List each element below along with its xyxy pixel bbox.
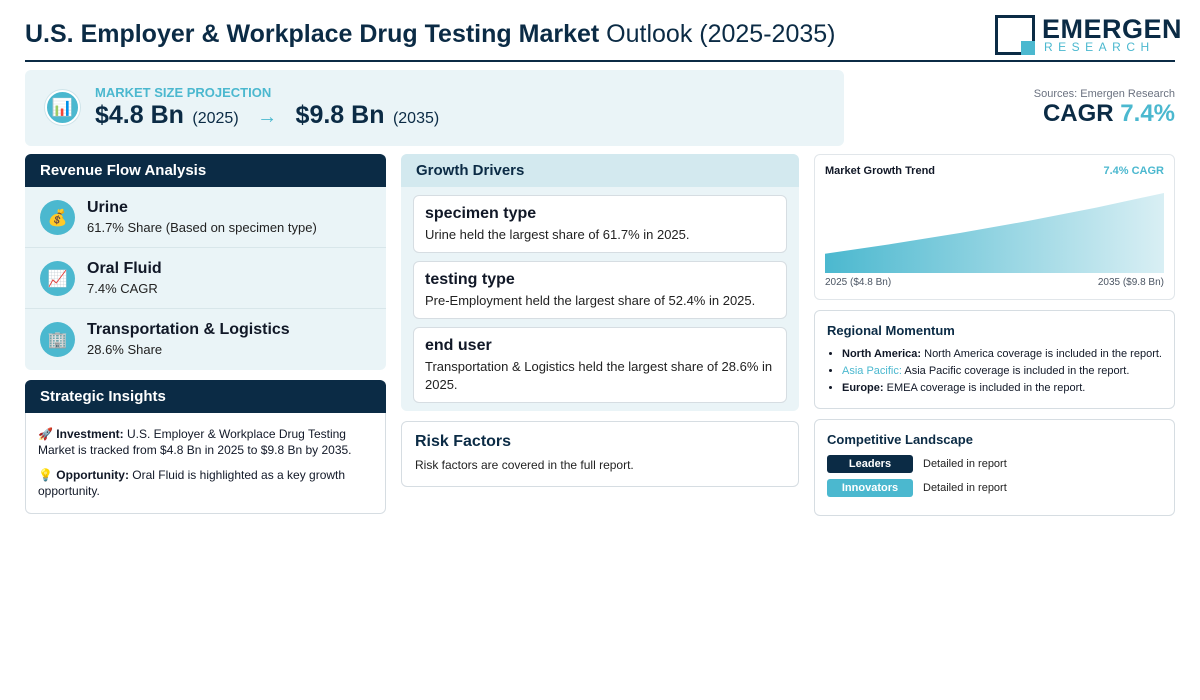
- trend-chart-icon: 📈: [40, 261, 75, 296]
- driver-text: Transportation & Logistics held the larg…: [425, 359, 773, 392]
- growth-drivers-title: Growth Drivers: [401, 154, 799, 187]
- revenue-item-detail: 7.4% CAGR: [87, 281, 158, 296]
- driver-card: end user Transportation & Logistics held…: [413, 327, 787, 403]
- logo-subtitle: RESEARCH: [1044, 40, 1155, 54]
- revenue-item-name: Transportation & Logistics: [87, 321, 290, 338]
- region-item: Europe: EMEA coverage is included in the…: [842, 382, 1172, 395]
- innovators-badge: Innovators: [827, 479, 913, 497]
- regional-momentum-title: Regional Momentum: [827, 323, 955, 338]
- page-title: U.S. Employer & Workplace Drug Testing M…: [25, 20, 835, 49]
- region-name: North America:: [842, 348, 922, 360]
- trend-cagr: 7.4% CAGR: [1103, 165, 1164, 177]
- arrow-right-icon: →: [257, 106, 278, 128]
- region-name: Asia Pacific:: [842, 365, 902, 377]
- risk-factors-title: Risk Factors: [415, 433, 512, 450]
- strategic-insights-body: 🚀 Investment: U.S. Employer & Workplace …: [26, 413, 385, 499]
- start-year: (2025): [192, 110, 239, 127]
- sources-note: Sources: Emergen Research: [1033, 88, 1175, 100]
- driver-text: Urine held the largest share of 61.7% in…: [425, 227, 690, 242]
- end-value: $9.8 Bn: [295, 101, 385, 129]
- revenue-item-detail: 61.7% Share (Based on specimen type): [87, 220, 317, 235]
- investment-text: U.S. Employer & Workplace Drug Testing M…: [38, 427, 352, 457]
- driver-heading: specimen type: [425, 205, 537, 222]
- region-name: Europe:: [842, 382, 884, 394]
- bar-chart-icon: 📊: [45, 90, 80, 125]
- region-text: Asia Pacific coverage is included in the…: [904, 365, 1130, 377]
- revenue-flow-panel: Revenue Flow Analysis 💰 Urine 61.7% Shar…: [25, 154, 386, 370]
- opportunity-label: Opportunity:: [56, 468, 129, 482]
- investment-insight: 🚀 Investment: U.S. Employer & Workplace …: [38, 426, 373, 458]
- emergen-logo: EMERGEN RESEARCH: [995, 14, 1182, 56]
- growth-drivers-panel: Growth Drivers specimen type Urine held …: [401, 154, 799, 411]
- title-bold: U.S. Employer & Workplace Drug Testing M…: [25, 20, 600, 48]
- rocket-icon: 🚀: [38, 427, 53, 441]
- innovators-description: Detailed in report: [923, 482, 1007, 494]
- driver-heading: end user: [425, 337, 492, 354]
- trend-start-label: 2025 ($4.8 Bn): [825, 277, 892, 288]
- cagr-value: 7.4%: [1120, 100, 1175, 127]
- cagr-label: CAGR: [1042, 100, 1114, 127]
- revenue-item-name: Urine: [87, 199, 128, 216]
- logo-mark-icon: [995, 15, 1035, 55]
- region-item: North America: North America coverage is…: [842, 348, 1172, 361]
- region-text: EMEA coverage is included in the report.: [886, 382, 1086, 394]
- growth-area-series: [825, 193, 1164, 273]
- growth-area-chart: [825, 193, 1164, 273]
- revenue-item: 🏢 Transportation & Logistics 28.6% Share: [25, 309, 386, 370]
- lightbulb-icon: 💡: [38, 468, 53, 482]
- trend-title: Market Growth Trend: [825, 165, 936, 177]
- strategic-insights-panel: Strategic Insights 🚀 Investment: U.S. Em…: [25, 380, 386, 514]
- driver-card: specimen type Urine held the largest sha…: [413, 195, 787, 253]
- regional-momentum-panel: Regional Momentum North America: North A…: [814, 310, 1175, 409]
- driver-card: testing type Pre-Employment held the lar…: [413, 261, 787, 319]
- trend-end-label: 2035 ($9.8 Bn): [1097, 277, 1164, 288]
- competitive-landscape-title: Competitive Landscape: [827, 432, 973, 447]
- title-light: Outlook (2025-2035): [606, 20, 836, 48]
- region-item: Asia Pacific: Asia Pacific coverage is i…: [842, 365, 1172, 378]
- projection-values: $4.8 Bn (2025) → $9.8 Bn (2035): [95, 101, 439, 130]
- revenue-flow-title: Revenue Flow Analysis: [25, 154, 386, 187]
- logo-name: EMERGEN: [1042, 14, 1183, 44]
- risk-factors-text: Risk factors are covered in the full rep…: [415, 458, 634, 472]
- opportunity-insight: 💡 Opportunity: Oral Fluid is highlighted…: [38, 467, 373, 499]
- region-text: North America coverage is included in th…: [924, 348, 1162, 360]
- revenue-item-detail: 28.6% Share: [87, 342, 163, 357]
- leaders-description: Detailed in report: [923, 458, 1007, 470]
- risk-factors-panel: Risk Factors Risk factors are covered in…: [401, 421, 799, 487]
- driver-text: Pre-Employment held the largest share of…: [425, 293, 756, 308]
- revenue-item-name: Oral Fluid: [87, 260, 162, 277]
- driver-heading: testing type: [425, 271, 515, 288]
- leaders-badge: Leaders: [827, 455, 913, 473]
- money-bag-icon: 💰: [40, 200, 75, 235]
- investment-label: Investment:: [56, 427, 124, 441]
- cagr-summary: CAGR 7.4%: [1043, 100, 1175, 128]
- start-value: $4.8 Bn: [95, 101, 184, 129]
- revenue-item: 📈 Oral Fluid 7.4% CAGR: [25, 248, 386, 309]
- page-header: U.S. Employer & Workplace Drug Testing M…: [25, 12, 1182, 62]
- revenue-item: 💰 Urine 61.7% Share (Based on specimen t…: [25, 187, 386, 248]
- market-growth-trend-card: Market Growth Trend 7.4% CAGR 2025 ($4.8…: [814, 154, 1175, 300]
- opportunity-text: Oral Fluid is highlighted as a key growt…: [38, 468, 346, 498]
- regional-list: North America: North America coverage is…: [842, 348, 1172, 399]
- competitive-landscape-panel: Competitive Landscape Leaders Detailed i…: [814, 419, 1175, 516]
- strategic-insights-title: Strategic Insights: [25, 380, 386, 413]
- projection-label: MARKET SIZE PROJECTION: [95, 85, 272, 100]
- building-icon: 🏢: [40, 322, 75, 357]
- end-year: (2035): [392, 110, 440, 127]
- market-size-projection: 📊 MARKET SIZE PROJECTION $4.8 Bn (2025) …: [25, 70, 844, 146]
